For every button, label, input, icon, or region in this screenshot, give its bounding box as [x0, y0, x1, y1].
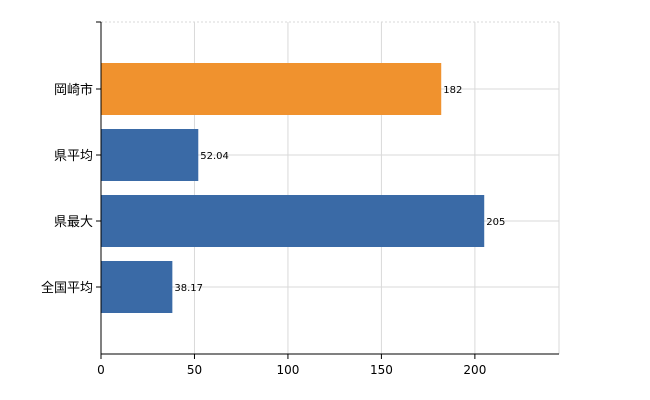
bar-1 — [101, 129, 199, 181]
category-label-0: 岡崎市 — [54, 82, 93, 98]
axes — [96, 21, 559, 359]
category-label-2: 県最大 — [54, 215, 93, 230]
data-label-0: 182 — [443, 85, 462, 96]
x-tick-label-4: 200 — [463, 363, 486, 377]
x-tick-label-1: 50 — [187, 363, 202, 377]
category-label-3: 全国平均 — [41, 280, 93, 296]
data-label-1: 52.04 — [200, 151, 229, 162]
data-label-3: 38.17 — [174, 283, 203, 294]
bars — [101, 63, 485, 313]
bar-3 — [101, 261, 173, 313]
data-label-2: 205 — [486, 217, 505, 228]
x-tick-label-2: 100 — [276, 363, 299, 377]
category-label-1: 県平均 — [54, 149, 93, 164]
x-tick-label-3: 150 — [370, 363, 393, 377]
x-tick-label-0: 0 — [97, 363, 105, 377]
labels: 182 岡崎市 52.04 県平均 205 県最大 38.17 全国平均 0 50 100 150 20… — [41, 82, 505, 377]
bar-2 — [101, 195, 485, 247]
bar-0 — [101, 63, 442, 115]
